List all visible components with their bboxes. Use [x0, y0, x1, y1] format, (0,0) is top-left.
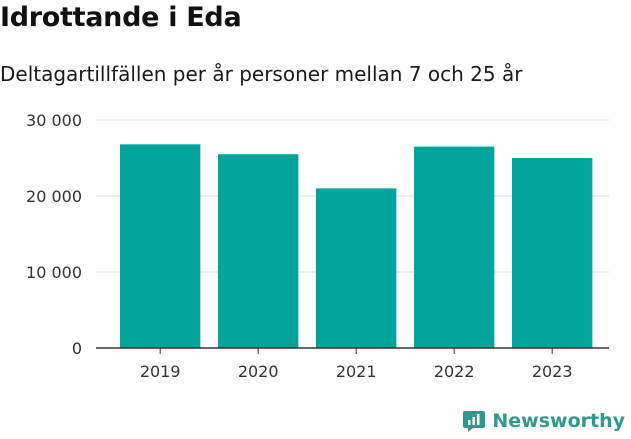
x-tick-label: 2020	[238, 362, 279, 381]
x-tick-label: 2019	[140, 362, 181, 381]
x-tick-label: 2022	[434, 362, 475, 381]
newsworthy-logo-icon	[463, 411, 486, 432]
y-tick-label: 0	[72, 339, 82, 358]
bar	[512, 158, 593, 348]
y-axis-ticks: 0 10 000 20 000 30 000	[26, 111, 82, 358]
bar	[316, 188, 397, 348]
chart-subtitle: Deltagartillfällen per år personer mella…	[0, 62, 523, 86]
y-tick-label: 30 000	[26, 111, 82, 130]
x-tick-label: 2023	[532, 362, 573, 381]
chart-title: Idrottande i Eda	[0, 2, 242, 33]
bar	[414, 146, 495, 348]
y-tick-label: 20 000	[26, 187, 82, 206]
brand-logo: Newsworthy	[462, 409, 625, 433]
brand-name: Newsworthy	[492, 410, 625, 432]
x-tick-label: 2021	[336, 362, 377, 381]
bar	[120, 144, 201, 348]
bars	[120, 144, 593, 348]
x-axis-ticks: 2019 2020 2021 2022 2023	[140, 348, 573, 381]
y-tick-label: 10 000	[26, 263, 82, 282]
bar	[218, 154, 299, 348]
